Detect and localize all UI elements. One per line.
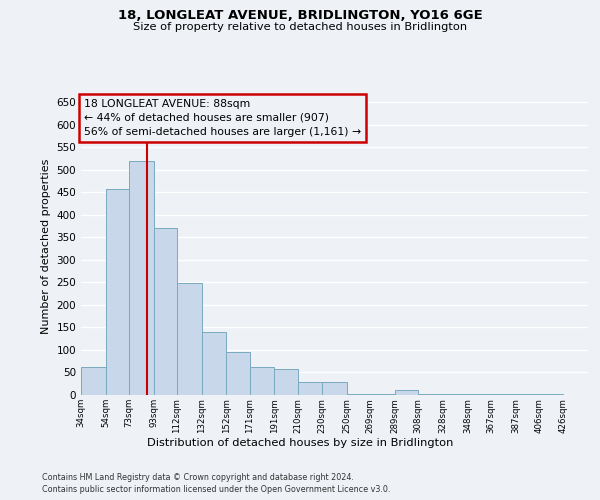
Text: 18 LONGLEAT AVENUE: 88sqm
← 44% of detached houses are smaller (907)
56% of semi: 18 LONGLEAT AVENUE: 88sqm ← 44% of detac… xyxy=(83,99,361,137)
Bar xyxy=(81,367,106,395)
Bar xyxy=(322,382,347,395)
Bar xyxy=(539,394,563,395)
Bar xyxy=(515,394,539,395)
Bar xyxy=(202,332,226,395)
Text: 18, LONGLEAT AVENUE, BRIDLINGTON, YO16 6GE: 18, LONGLEAT AVENUE, BRIDLINGTON, YO16 6… xyxy=(118,9,482,22)
Bar xyxy=(395,390,418,395)
Bar xyxy=(250,367,274,395)
Bar xyxy=(177,283,202,395)
Text: Contains public sector information licensed under the Open Government Licence v3: Contains public sector information licen… xyxy=(42,485,391,494)
Bar xyxy=(418,394,443,395)
Y-axis label: Number of detached properties: Number of detached properties xyxy=(41,158,51,334)
Text: Distribution of detached houses by size in Bridlington: Distribution of detached houses by size … xyxy=(147,438,453,448)
Text: Contains HM Land Registry data © Crown copyright and database right 2024.: Contains HM Land Registry data © Crown c… xyxy=(42,472,354,482)
Bar xyxy=(298,382,322,395)
Bar xyxy=(226,352,250,395)
Bar xyxy=(274,369,298,395)
Bar xyxy=(443,394,467,395)
Bar xyxy=(106,189,129,395)
Bar xyxy=(154,228,177,395)
Bar xyxy=(491,394,515,395)
Bar xyxy=(129,161,154,395)
Bar xyxy=(347,394,370,395)
Bar xyxy=(370,394,395,395)
Text: Size of property relative to detached houses in Bridlington: Size of property relative to detached ho… xyxy=(133,22,467,32)
Bar xyxy=(467,394,491,395)
